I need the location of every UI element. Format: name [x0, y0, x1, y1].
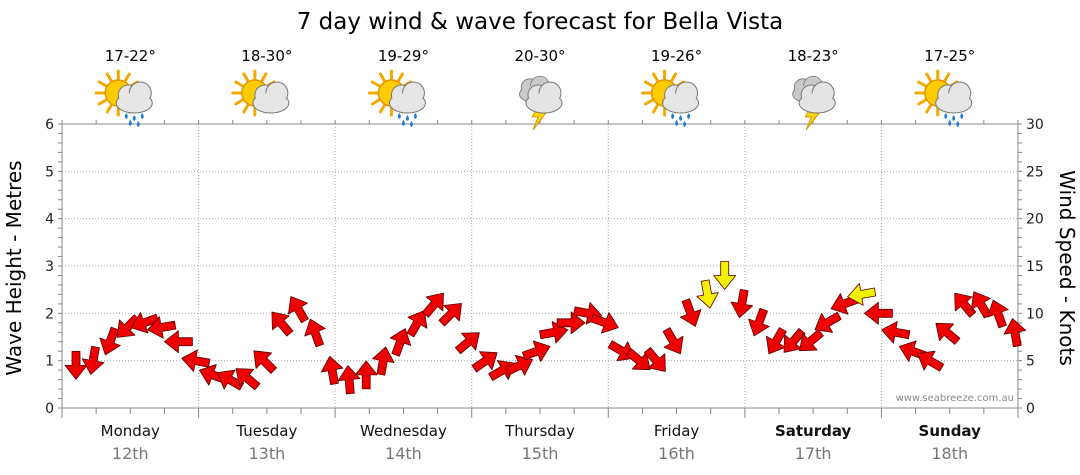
wind-arrow — [881, 321, 911, 344]
day-name: Thursday — [504, 422, 575, 440]
wind-arrow — [181, 349, 211, 372]
day-name: Tuesday — [235, 422, 297, 440]
wind-arrow — [505, 355, 533, 376]
thunderstorm-icon — [519, 75, 563, 131]
day-name: Monday — [101, 422, 160, 440]
left-axis-title: Wave Height - Metres — [2, 160, 26, 375]
wind-arrow — [217, 369, 245, 391]
wind-arrow — [471, 351, 498, 373]
right-tick-label: 20 — [1026, 212, 1044, 228]
wind-arrow — [271, 311, 294, 337]
wind-arrow — [679, 298, 702, 327]
right-axis-title: Wind Speed - Knots — [1055, 170, 1079, 366]
right-tick-label: 10 — [1026, 306, 1044, 322]
wind-arrow — [748, 307, 770, 337]
plot-area — [58, 120, 1027, 418]
wind-arrow — [320, 355, 344, 385]
partly-sunny-rain-icon — [641, 69, 700, 127]
left-tick-label: 1 — [45, 354, 54, 370]
day-date: 18th — [931, 444, 968, 463]
left-tick-label: 3 — [45, 259, 54, 275]
wind-arrow — [643, 347, 666, 372]
wind-arrow — [163, 330, 193, 354]
temperature-range: 19-26° — [651, 47, 702, 65]
day-date: 17th — [795, 444, 832, 463]
wind-arrow — [814, 311, 842, 333]
wind-arrow — [662, 327, 684, 355]
day-name: Sunday — [919, 422, 982, 440]
wind-arrow — [488, 360, 516, 381]
right-tick-label: 25 — [1026, 164, 1044, 180]
wind-arrow — [1003, 318, 1027, 348]
wind-arrow — [987, 299, 1009, 329]
wind-arrow — [521, 340, 551, 362]
wind-arrow — [337, 365, 361, 395]
day-labels: Monday 12th Tuesday 13th Wednesday 14th Thursd… — [101, 422, 981, 463]
partly-sunny-rain-icon — [914, 69, 973, 127]
day-name: Wednesday — [360, 422, 447, 440]
wind-arrow — [389, 328, 412, 357]
wind-arrow — [556, 311, 586, 335]
wind-arrow — [354, 360, 378, 390]
wind-arrow — [590, 312, 619, 334]
day-headers: 17-22° 18-30° 19-29° 20-30° 19-26° 18-23° 17-2… — [94, 47, 975, 131]
temperature-range: 18-30° — [241, 47, 292, 65]
right-tick-label: 0 — [1026, 401, 1035, 417]
temperature-range: 17-25° — [924, 47, 975, 65]
day-name: Friday — [654, 422, 700, 440]
right-tick-label: 30 — [1026, 117, 1044, 133]
wind-arrow — [954, 292, 977, 318]
wind-arrow — [235, 368, 261, 391]
day-date: 13th — [248, 444, 285, 463]
day-name: Saturday — [775, 422, 852, 440]
wind-arrow — [99, 326, 121, 356]
wind-arrow — [81, 345, 105, 375]
wind-arrow — [304, 318, 326, 348]
right-axis-ticks: 0 5 10 15 20 25 30 — [1026, 117, 1044, 417]
wind-arrow — [847, 283, 877, 306]
left-tick-label: 2 — [45, 306, 54, 322]
left-tick-label: 6 — [45, 117, 54, 133]
vertical-gridlines — [198, 124, 882, 408]
wind-arrow — [798, 329, 824, 352]
thunderstorm-icon — [792, 75, 836, 131]
wind-arrow — [454, 332, 480, 355]
day-date: 15th — [522, 444, 559, 463]
day-date: 12th — [112, 444, 149, 463]
left-tick-label: 5 — [45, 164, 54, 180]
day-date: 16th — [658, 444, 695, 463]
wind-arrow — [917, 350, 945, 372]
wind-arrow — [438, 303, 462, 327]
wind-arrows — [64, 261, 1027, 395]
chart-title: 7 day wind & wave forecast for Bella Vis… — [297, 9, 784, 35]
wind-arrow — [696, 279, 719, 309]
day-date: 14th — [385, 444, 422, 463]
wind-arrow — [406, 310, 428, 338]
wind-arrow — [372, 346, 395, 376]
right-tick-label: 5 — [1026, 354, 1035, 370]
partly-sunny-rain-icon — [367, 69, 426, 127]
wind-arrow — [422, 292, 444, 318]
wind-arrow — [287, 296, 309, 324]
wind-arrow — [935, 322, 961, 345]
wind-arrow — [64, 350, 88, 380]
wind-arrow — [713, 261, 737, 290]
wind-arrow — [130, 312, 160, 334]
temperature-range: 20-30° — [514, 47, 565, 65]
wind-arrow — [253, 350, 277, 374]
left-tick-label: 0 — [45, 401, 54, 417]
partly-sunny-rain-icon — [94, 69, 153, 127]
temperature-range: 18-23° — [788, 47, 839, 65]
temperature-range: 19-29° — [378, 47, 429, 65]
partly-sunny-icon — [231, 69, 290, 117]
wind-arrow — [730, 289, 754, 319]
temperature-range: 17-22° — [105, 47, 156, 65]
wind-arrow — [864, 301, 893, 325]
credit-text: www.seabreeze.com.au — [896, 393, 1014, 404]
right-tick-label: 15 — [1026, 259, 1044, 275]
left-tick-label: 4 — [45, 212, 54, 228]
left-axis-ticks: 0 1 2 3 4 5 6 — [45, 117, 54, 417]
wind-arrow — [147, 316, 177, 339]
